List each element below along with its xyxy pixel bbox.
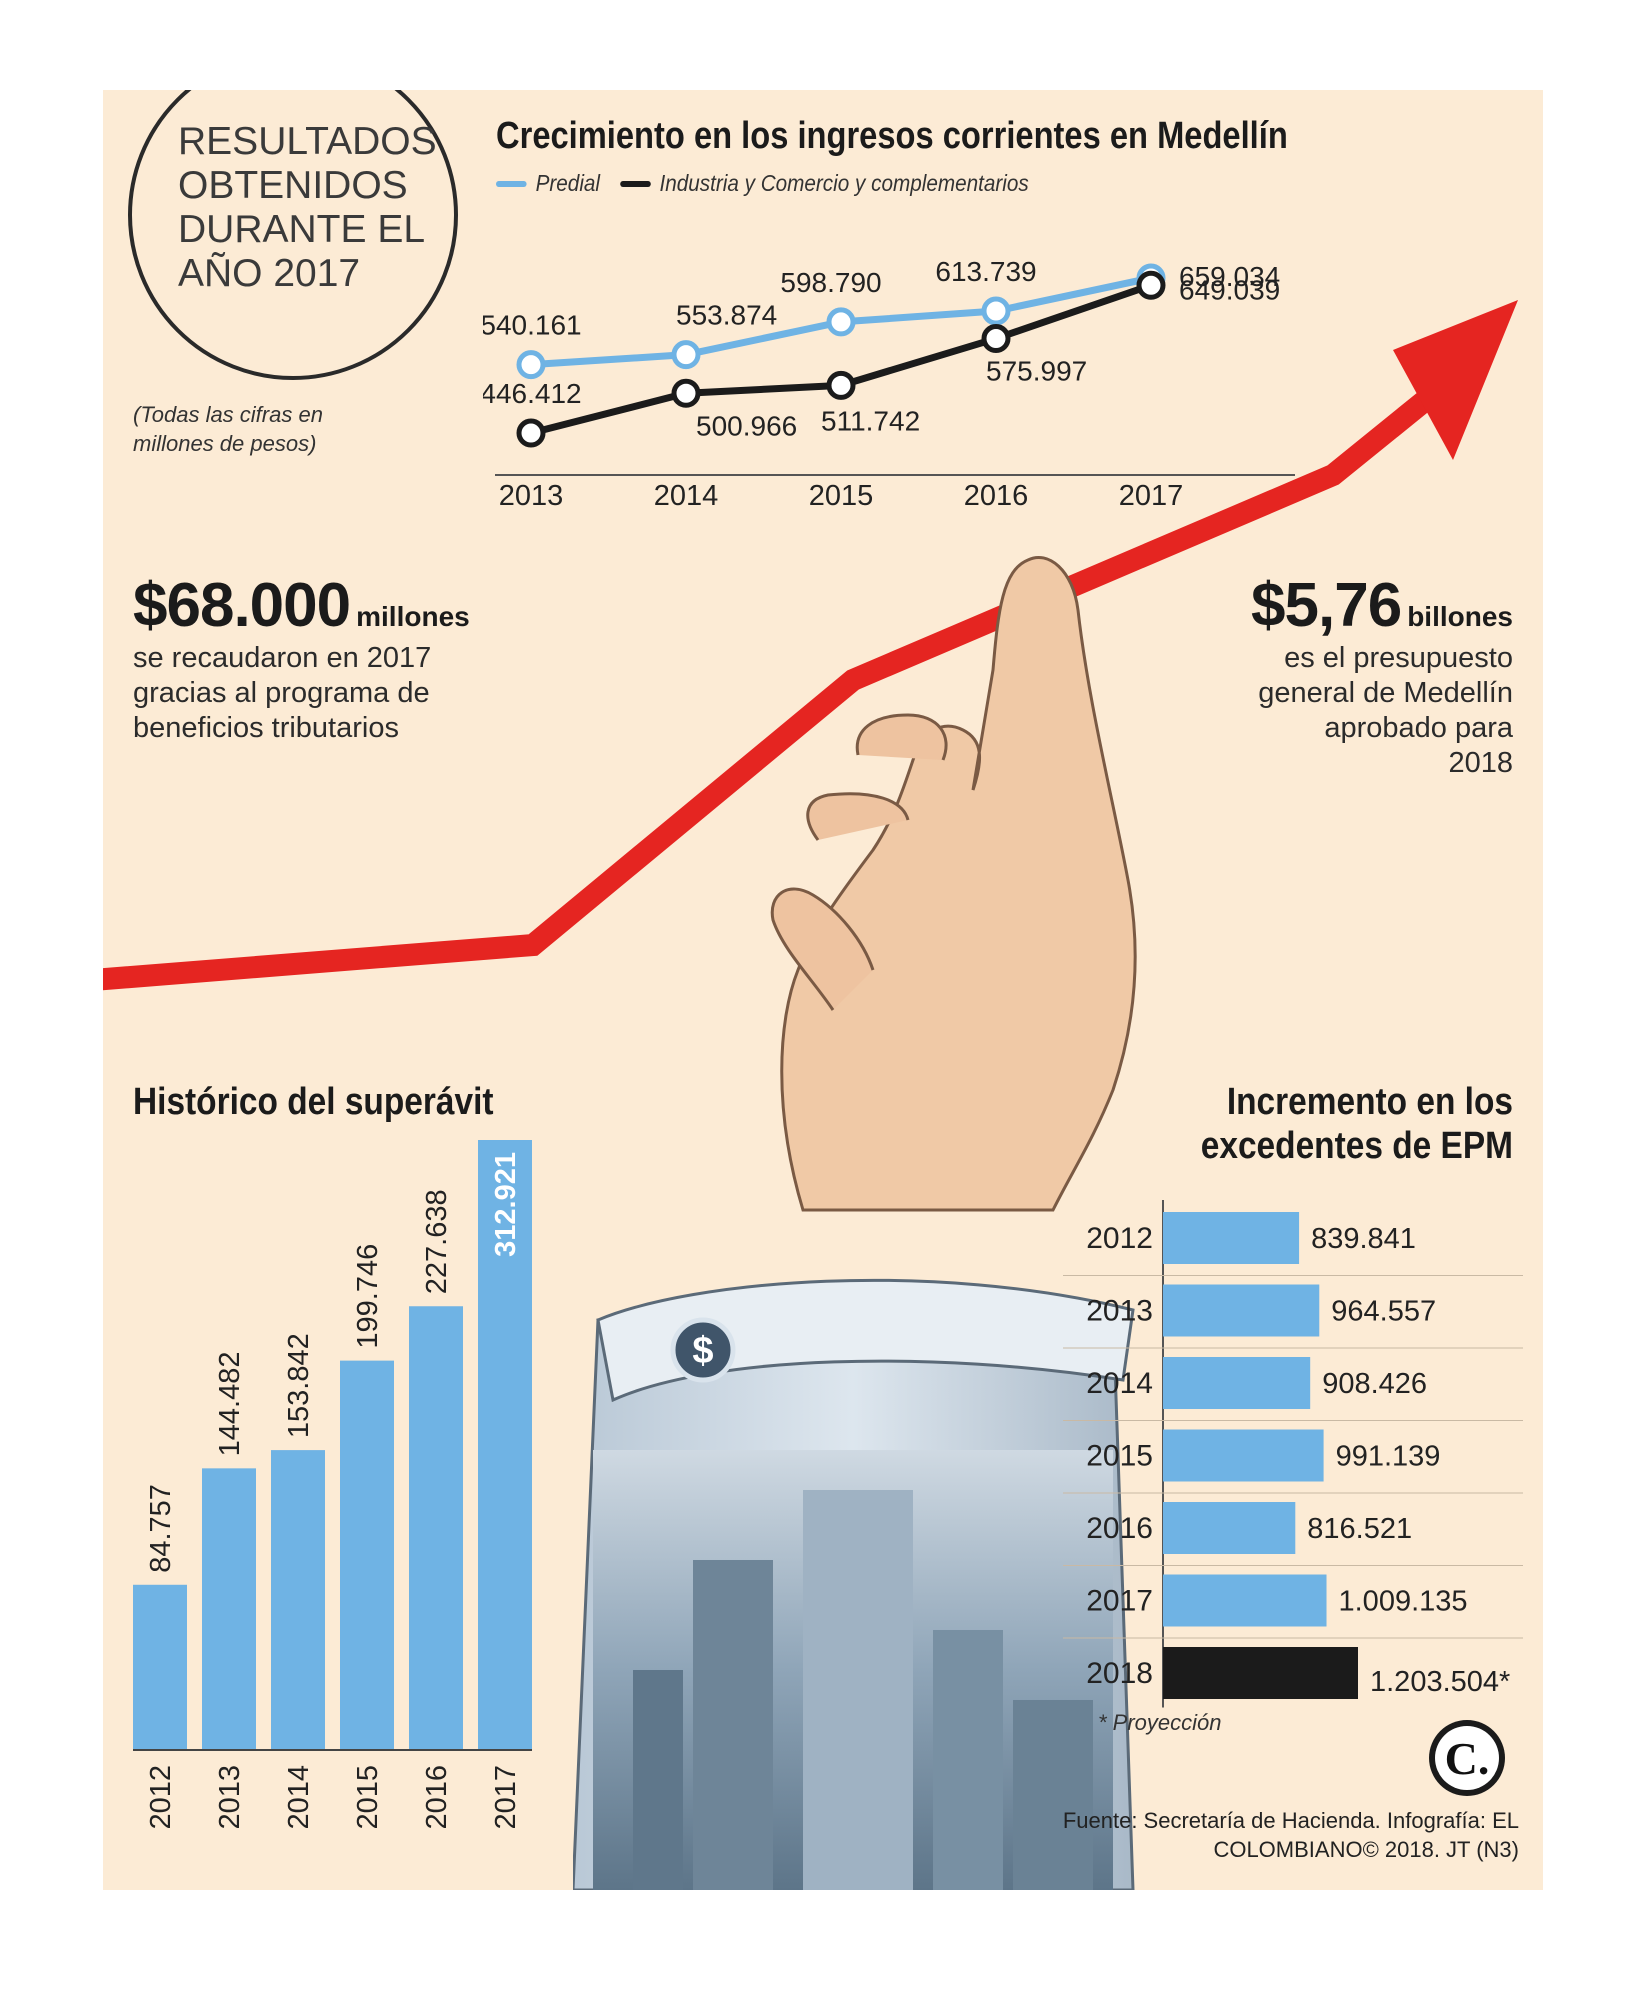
data-point: [981, 324, 1011, 354]
category-label: 2017: [490, 1765, 522, 1830]
bar: [1163, 1502, 1296, 1554]
stat-presupuesto-unit: billones: [1407, 601, 1513, 632]
line-chart: 2013 2014 2015 2016 2017 540.161 553.874598.79…: [483, 256, 1295, 510]
bar-value-label: 1.203.504*: [1370, 1666, 1510, 1698]
bar-value-label: 816.521: [1307, 1513, 1412, 1545]
category-label: 2014: [1086, 1367, 1153, 1400]
data-point: [516, 350, 546, 380]
stat-presupuesto-value: $5,76: [1251, 571, 1402, 640]
data-label: 649.039: [1179, 274, 1280, 305]
data-label: 553.874: [676, 300, 777, 331]
bar: [340, 1360, 394, 1750]
trend-arrow-icon: [103, 300, 1518, 991]
epm-chart-title: Incremento en los excedentes de EPM: [1200, 1081, 1513, 1167]
legend-swatch-industria: [619, 180, 651, 187]
x-tick-label: 2014: [654, 480, 719, 510]
stat-beneficios-description: se recaudaron en 2017 gracias al program…: [133, 642, 432, 744]
category-label: 2014: [283, 1765, 315, 1830]
units-note: (Todas las cifras en millones de pesos): [133, 402, 323, 456]
data-label: 659.034: [1179, 261, 1280, 292]
header-badge: [128, 90, 458, 380]
legend-label-predial: Predial: [535, 170, 601, 196]
bar: [202, 1468, 256, 1750]
category-label: 2013: [1086, 1295, 1153, 1328]
bar-value-label: 839.841: [1311, 1223, 1416, 1255]
projection-note: * Proyección: [1098, 1710, 1222, 1735]
x-tick-label: 2013: [499, 480, 564, 510]
bar-value-label: 908.426: [1322, 1368, 1427, 1400]
stat-beneficios: $68.000 millones se recaudaron en 2017 gr…: [133, 570, 573, 746]
epm-bar-chart: 2012 839.841 2013 964.557 2014 908.426 2015 991…: [1063, 1200, 1523, 1708]
data-point: [516, 418, 546, 448]
data-point: [671, 378, 701, 408]
category-label: 2016: [421, 1765, 453, 1830]
bar: [1163, 1429, 1324, 1482]
superavit-bar-chart: 84.757 2012 144.482 2013 153.842 2014 199.746 2…: [133, 1140, 532, 1830]
bar-value-label: 227.638: [421, 1189, 453, 1294]
data-point: [826, 307, 856, 337]
logo-letter: C.: [1435, 1726, 1499, 1790]
x-tick-label: 2017: [1119, 480, 1184, 510]
data-label: 511.742: [821, 405, 920, 436]
category-label: 2018: [1086, 1657, 1153, 1690]
source-credit: Fuente: Secretaría de Hacienda. Infograf…: [1062, 1808, 1519, 1862]
bar: [409, 1306, 463, 1750]
category-label: 2015: [352, 1765, 384, 1830]
line-chart-legend: Predial Industria y Comercio y complemen…: [496, 170, 1029, 197]
x-tick-label: 2016: [964, 480, 1029, 510]
svg-text:$: $: [692, 1330, 713, 1372]
superavit-chart-title: Histórico del superávit: [133, 1081, 494, 1123]
data-point: [671, 340, 701, 370]
stat-presupuesto-description: es el presupuesto general de Medellín ap…: [1258, 642, 1513, 779]
hand-illustration: $: [573, 556, 1137, 1890]
bar-value-label: 199.746: [352, 1244, 384, 1349]
category-label: 2016: [1086, 1512, 1153, 1545]
bar-value-label: 991.139: [1336, 1441, 1441, 1473]
data-label: 613.739: [935, 256, 1036, 287]
data-label: 446.412: [483, 378, 582, 409]
bar: [1163, 1284, 1320, 1337]
header-badge-text: RESULTADOS OBTENIDOS DURANTE EL AÑO 2017: [178, 120, 437, 295]
bar-value-label: 144.482: [214, 1352, 246, 1457]
bar: [1163, 1647, 1358, 1699]
el-colombiano-logo: C.: [1429, 1720, 1505, 1796]
bar: [1163, 1212, 1300, 1264]
line-chart-title: Crecimiento en los ingresos corrientes e…: [496, 115, 1288, 157]
bar: [1163, 1574, 1327, 1627]
legend-swatch-predial: [496, 180, 527, 187]
data-label: 540.161: [483, 310, 582, 341]
data-label: 598.790: [780, 267, 881, 298]
category-label: 2017: [1086, 1585, 1153, 1618]
x-tick-label: 2015: [809, 480, 874, 510]
stat-presupuesto: $5,76 billones es el presupuesto general …: [1183, 570, 1513, 781]
stat-beneficios-unit: millones: [356, 601, 470, 632]
data-point: [981, 296, 1011, 326]
legend-label-industria: Industria y Comercio y complementarios: [659, 170, 1029, 196]
data-label: 575.997: [986, 356, 1087, 387]
bar: [133, 1584, 187, 1750]
data-label: 500.966: [696, 410, 797, 441]
category-label: 2012: [1086, 1222, 1153, 1255]
bar: [1163, 1357, 1311, 1409]
stat-beneficios-value: $68.000: [133, 571, 351, 640]
bar-value-label: 153.842: [283, 1333, 315, 1438]
category-label: 2013: [214, 1765, 246, 1830]
bar: [478, 1140, 532, 1750]
infographic-panel: RESULTADOS OBTENIDOS DURANTE EL AÑO 2017…: [103, 90, 1543, 1890]
category-label: 2015: [1086, 1440, 1153, 1473]
data-point: [1136, 270, 1166, 300]
category-label: 2012: [145, 1765, 177, 1830]
bar-value-label: 312.921: [490, 1152, 522, 1257]
bar-value-label: 84.757: [145, 1484, 177, 1573]
bar-value-label: 964.557: [1331, 1296, 1436, 1328]
bar: [271, 1450, 325, 1750]
data-point: [826, 370, 856, 400]
bar-value-label: 1.009.135: [1339, 1586, 1468, 1618]
